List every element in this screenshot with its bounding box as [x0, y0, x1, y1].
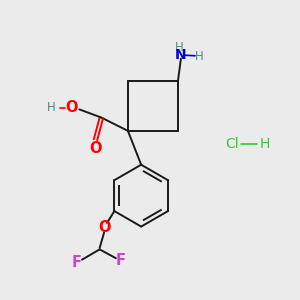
Text: O: O — [98, 220, 110, 235]
Text: O: O — [89, 141, 102, 156]
Text: F: F — [72, 254, 82, 269]
Text: H: H — [195, 50, 203, 63]
Text: N: N — [175, 48, 187, 62]
Text: O: O — [65, 100, 77, 116]
Text: F: F — [116, 253, 126, 268]
Text: Cl: Cl — [226, 137, 239, 151]
Text: H: H — [260, 137, 270, 151]
Text: H: H — [175, 41, 184, 54]
Text: H: H — [46, 101, 55, 114]
